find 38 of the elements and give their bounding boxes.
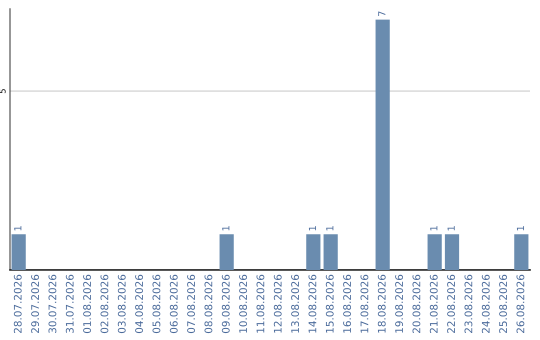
data-label: 7: [378, 11, 386, 16]
x-tick-label: 30.07.2026: [48, 274, 56, 333]
x-tick-label: 28.07.2026: [14, 274, 22, 334]
x-tick-label: 19.08.2026: [395, 274, 404, 333]
data-label: 1: [516, 226, 524, 230]
x-tick-label: 13.08.2026: [291, 274, 300, 333]
x-tick-label: 17.08.2026: [360, 274, 368, 333]
x-tick-label: 07.08.2026: [187, 274, 196, 334]
x-tick-label: 16.08.2026: [343, 274, 352, 333]
x-tick-label: 02.08.2026: [100, 274, 108, 334]
x-tick-label: 11.08.2026: [256, 274, 264, 333]
x-tick-label: 12.08.2026: [274, 274, 282, 333]
data-label: 1: [14, 226, 22, 230]
x-tick-label: 01.08.2026: [83, 274, 92, 334]
x-tick-label: 15.08.2026: [326, 274, 334, 333]
x-tick-label: 31.07.2026: [66, 274, 74, 333]
x-tick-label: 14.08.2026: [308, 274, 316, 333]
x-tick-label: 24.08.2026: [482, 274, 490, 334]
x-tick-label: 04.08.2026: [135, 274, 144, 334]
x-tick-label: 23.08.2026: [464, 274, 472, 334]
data-label: 1: [308, 226, 316, 230]
x-tick-label: 29.07.2026: [31, 274, 40, 334]
x-tick-label: 08.08.2026: [204, 274, 212, 334]
x-tick-label: 09.08.2026: [222, 274, 230, 334]
x-tick-label: 06.08.2026: [170, 274, 178, 334]
x-tick-label: 03.08.2026: [118, 274, 126, 334]
x-tick-label: 20.08.2026: [412, 274, 420, 334]
x-tick-label: 05.08.2026: [152, 274, 160, 334]
x-tick-label: 21.08.2026: [430, 274, 438, 334]
x-tick-label: 18.08.2026: [378, 274, 386, 333]
x-tick-label: 22.08.2026: [447, 274, 456, 334]
data-label: 1: [430, 226, 438, 230]
x-tick-label: 26.08.2026: [516, 274, 524, 334]
data-label: 1: [222, 226, 230, 230]
data-label: 1: [448, 226, 455, 230]
x-tick-label: 10.08.2026: [239, 274, 248, 333]
x-tick-label: 25.08.2026: [499, 274, 508, 334]
data-label: 1: [326, 226, 334, 230]
